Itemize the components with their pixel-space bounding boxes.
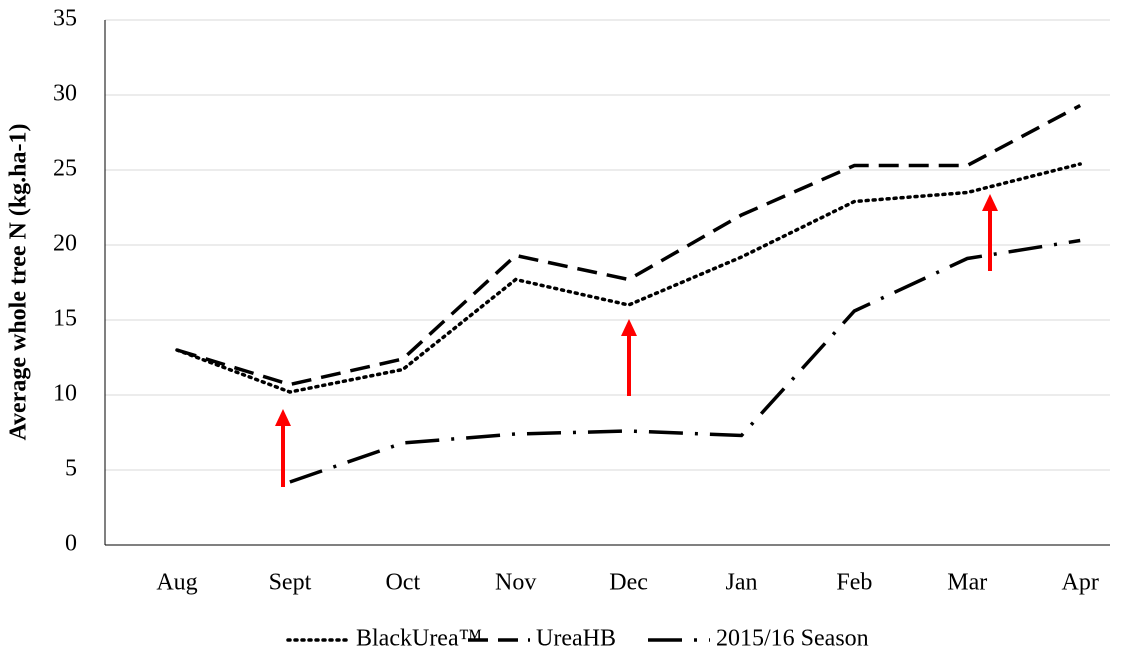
y-tick-label: 5 (65, 456, 77, 482)
x-tick-label: Feb (836, 570, 872, 596)
y-tick-label: 30 (53, 81, 77, 107)
x-tick-label: Oct (385, 570, 420, 596)
x-tick-label: Sept (269, 570, 312, 596)
lines (175, 103, 1082, 484)
legend: BlackUrea™ UreaHB 2015/16 Season (286, 626, 869, 652)
x-tick-label: Mar (947, 570, 987, 596)
legend-label: BlackUrea™ (356, 626, 482, 652)
y-tick-label: 25 (53, 156, 77, 182)
series-line (175, 162, 1082, 394)
x-tick-label: Dec (609, 570, 648, 596)
series-line (289, 238, 1081, 484)
y-tick-label: 20 (53, 231, 77, 257)
x-tick-label: Nov (495, 570, 536, 596)
arrow-head (621, 319, 637, 336)
series-line (176, 103, 1082, 387)
x-tick-label: Apr (1062, 570, 1099, 596)
annotation-arrows (275, 194, 998, 487)
y-tick-label: 15 (53, 306, 77, 332)
x-tick-label: Jan (726, 570, 758, 596)
arrow-head (275, 409, 291, 426)
legend-label: UreaHB (536, 626, 616, 652)
y-tick-label: 35 (53, 6, 77, 32)
x-tick-label: Aug (156, 570, 197, 596)
arrow-head (982, 194, 998, 211)
legend-label: 2015/16 Season (716, 626, 869, 652)
y-axis-label: Average whole tree N (kg.ha-1) (6, 123, 32, 440)
grid: 0 5 10 15 20 25 30 35 Aug Sept Oct Nov Dec Jan Feb Mar A… (53, 6, 1110, 596)
y-tick-label: 0 (65, 531, 77, 557)
y-tick-label: 10 (53, 381, 77, 407)
